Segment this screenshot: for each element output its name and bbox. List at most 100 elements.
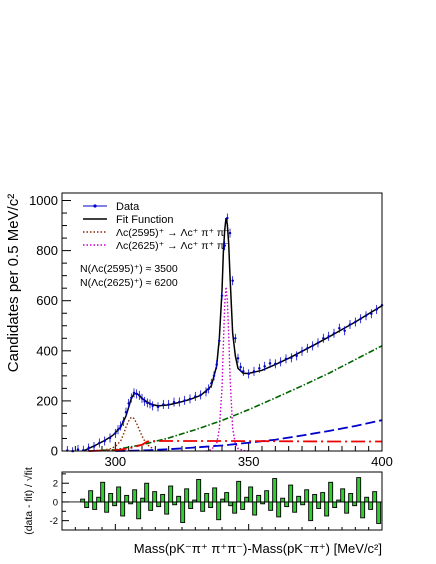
residual-bar: [184, 488, 190, 503]
residual-plot-frame: [61, 471, 383, 531]
residual-bar: [216, 501, 222, 521]
data-point: [279, 357, 282, 367]
data-point: [242, 366, 245, 376]
residual-bar: [324, 501, 330, 517]
residual-tick-marks: [61, 473, 383, 531]
residual-y-tick-label: -2: [50, 516, 58, 527]
data-point: [370, 309, 373, 319]
residual-bar: [204, 493, 210, 503]
main-y-tick-label: 1000: [29, 193, 58, 208]
main-y-tick-label: 600: [36, 293, 58, 308]
data-point: [132, 388, 136, 398]
residual-bar: [80, 498, 86, 503]
residual-y-axis-label: (data - fit) / √fit: [23, 467, 35, 535]
data-point: [284, 354, 288, 364]
residual-bar: [88, 490, 94, 503]
residual-bars: [80, 477, 382, 524]
data-point: [71, 447, 74, 453]
residual-bar: [276, 501, 282, 518]
residual-bar: [288, 484, 294, 503]
residual-bar: [136, 501, 142, 520]
series-line-3: [88, 345, 383, 452]
data-point: [338, 323, 341, 333]
main-plot-frame: [61, 192, 383, 452]
residual-bar: [340, 488, 346, 503]
residual-bar: [156, 501, 162, 508]
data-point: [114, 428, 117, 438]
data-point: [327, 331, 330, 341]
residual-plot: -2 0 2 (data - fit) / √fit: [23, 467, 383, 535]
residual-bar: [96, 496, 102, 503]
data-point: [98, 438, 101, 448]
residual-y-tick-label: 0: [53, 497, 58, 508]
data-point: [124, 407, 128, 417]
residual-bar: [196, 479, 202, 503]
data-point: [92, 441, 96, 451]
data-point: [359, 314, 362, 324]
data-point: [343, 326, 346, 336]
annotation-yield-lc2625: N(Λc(2625)⁺) ≈ 6200: [80, 277, 178, 289]
residual-bar: [124, 494, 130, 503]
data-point: [119, 421, 122, 431]
data-point: [130, 393, 133, 403]
legend-label-lc2595: Λc(2595)⁺ → Λc⁺ π⁺ π⁻: [116, 227, 230, 239]
data-point: [258, 363, 261, 373]
residual-bar: [320, 492, 326, 503]
data-point: [322, 333, 325, 343]
residual-bar: [300, 501, 306, 506]
residual-bar: [112, 501, 118, 507]
data-point: [252, 366, 256, 376]
main-y-tick-label: 0: [51, 444, 58, 459]
data-point: [108, 433, 112, 443]
data-point: [231, 276, 234, 286]
residual-bar: [360, 501, 366, 519]
data-point: [140, 393, 144, 403]
legend: Data Fit Function Λc(2595)⁺ → Λc⁺ π⁺ π⁻ …: [83, 201, 230, 252]
data-point: [220, 291, 224, 301]
residual-bar: [188, 501, 194, 509]
data-point: [300, 346, 304, 356]
data-point: [143, 396, 146, 406]
residual-bar: [372, 491, 378, 503]
data-points: [66, 213, 384, 453]
data-point: [127, 398, 130, 408]
data-point: [316, 338, 320, 348]
residual-bar: [264, 490, 270, 503]
main-x-tick-label: 300: [104, 454, 126, 469]
residual-bar: [84, 501, 90, 508]
data-point: [116, 425, 120, 435]
residual-bar: [172, 501, 178, 506]
residual-bar: [292, 501, 298, 513]
residual-bar: [256, 494, 262, 503]
residual-bar: [296, 495, 302, 503]
data-point: [215, 360, 218, 370]
data-point: [183, 395, 186, 405]
residual-bar: [200, 501, 206, 512]
data-point: [151, 401, 154, 411]
residual-bar: [168, 485, 174, 503]
residual-bar: [132, 489, 138, 503]
residual-bar: [364, 496, 370, 503]
data-point: [348, 319, 352, 330]
residual-bar: [176, 495, 182, 503]
data-point: [375, 304, 378, 314]
main-y-tick-label: 800: [36, 243, 58, 258]
residual-bar: [344, 501, 350, 514]
series-line-0: [83, 217, 383, 452]
data-point: [311, 341, 314, 351]
residual-bar: [208, 501, 214, 508]
residual-bar: [108, 493, 114, 503]
residual-bar: [104, 501, 110, 513]
residual-bar: [116, 486, 122, 503]
residual-bar: [312, 494, 318, 503]
data-point: [218, 336, 221, 346]
data-point: [156, 402, 160, 412]
residual-bar: [180, 501, 186, 523]
legend-label-fit: Fit Function: [116, 214, 173, 226]
residual-bar: [100, 481, 106, 503]
main-x-tick-label: 350: [238, 454, 260, 469]
residual-bar: [144, 482, 150, 503]
residual-bar: [248, 486, 254, 503]
data-point: [295, 351, 298, 361]
main-y-axis-label: Candidates per 0.5 MeV/c²: [5, 194, 22, 372]
